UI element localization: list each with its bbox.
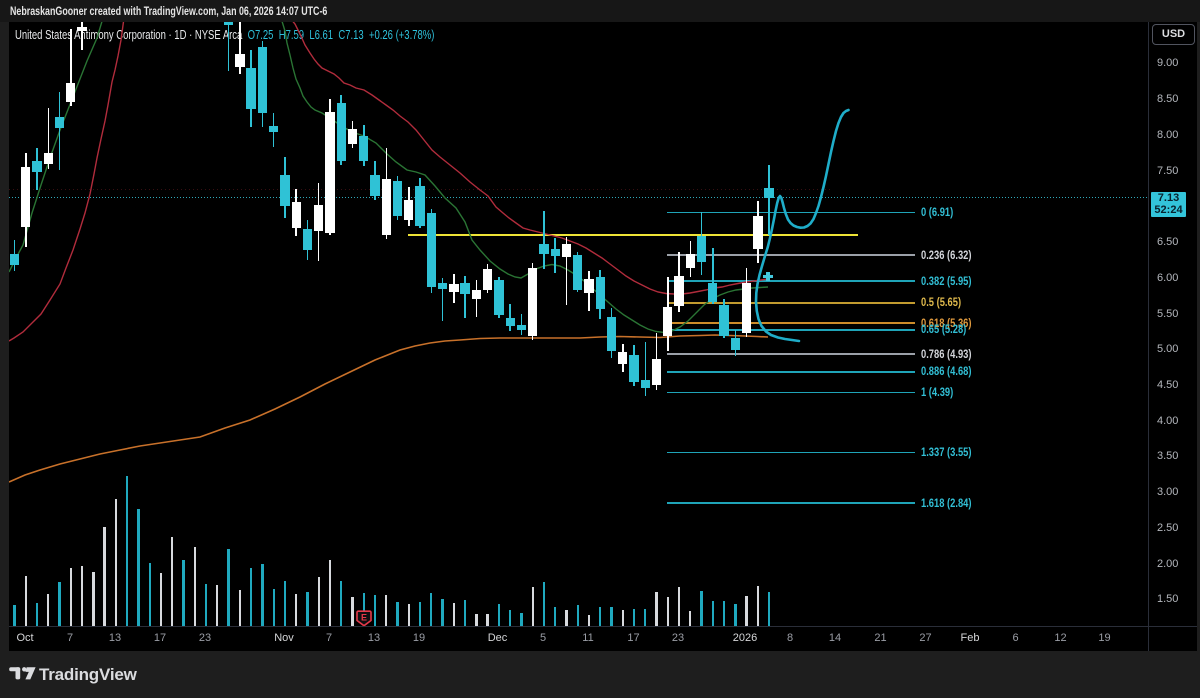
svg-text:E: E [360,612,366,622]
